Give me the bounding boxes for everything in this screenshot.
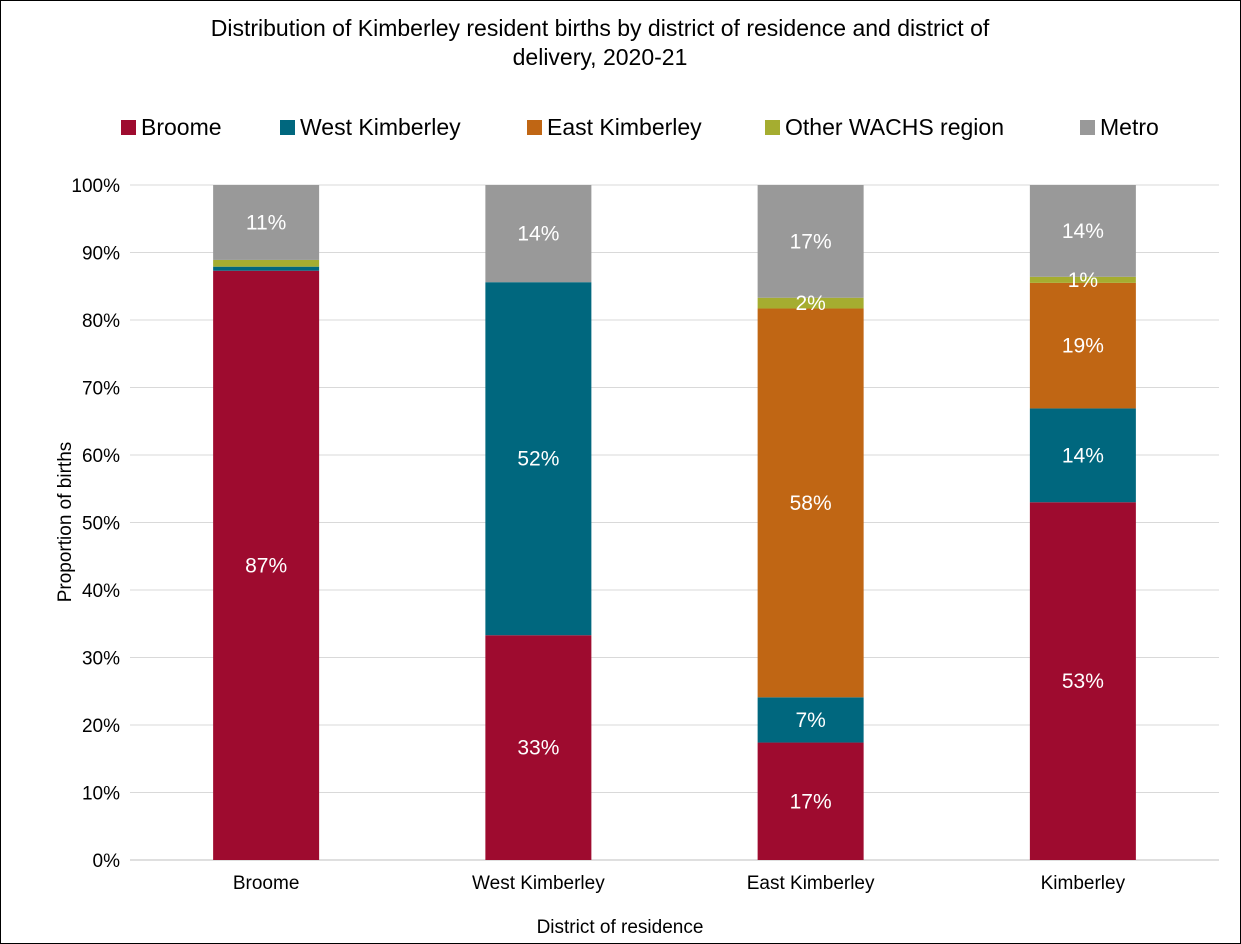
data-label: 33%: [517, 737, 559, 760]
data-label: 14%: [1062, 220, 1104, 243]
y-tick-label: 20%: [82, 716, 120, 737]
data-label: 1%: [1068, 269, 1098, 292]
chart-title-line-2: delivery, 2020-21: [512, 44, 688, 70]
bar-segment: [485, 282, 592, 636]
data-label: 19%: [1062, 335, 1104, 358]
x-axis-title: District of residence: [537, 917, 704, 938]
bar-segment: [213, 266, 320, 271]
legend-label-broome: Broome: [141, 114, 222, 140]
bar-segment: [1029, 502, 1136, 860]
bar-segment: [1029, 282, 1136, 409]
y-tick-label: 40%: [82, 581, 120, 602]
y-axis-ticks: 0% 10% 20% 30% 40% 50% 60% 70% 80% 90% 100%: [71, 176, 120, 872]
legend-item-other-wachs-region: Other WACHS region: [765, 114, 1004, 141]
legend-label-east-kimberley: East Kimberley: [547, 114, 702, 140]
x-tick-label: East Kimberley: [747, 873, 875, 894]
x-tick-label: Broome: [233, 873, 300, 894]
data-label: 53%: [1062, 670, 1104, 693]
data-label: 17%: [790, 230, 832, 253]
data-label: 14%: [1062, 444, 1104, 467]
bar-segment: [1029, 276, 1136, 283]
data-label: 7%: [795, 709, 825, 732]
bar-segment: [757, 297, 864, 309]
data-label: 11%: [246, 211, 286, 234]
chart-title-line-1: Distribution of Kimberley resident birth…: [210, 15, 990, 41]
bar-segment: [213, 185, 320, 260]
bar-segment: [485, 185, 592, 283]
legend-label-other-wachs-region: Other WACHS region: [785, 114, 1004, 140]
y-axis-title: Proportion of births: [55, 442, 76, 603]
legend-swatch-broome: [121, 120, 136, 135]
y-tick-label: 30%: [82, 649, 120, 670]
legend-label-west-kimberley: West Kimberley: [300, 114, 461, 140]
bar-segment: [213, 259, 320, 267]
x-tick-label: Kimberley: [1041, 873, 1126, 894]
chart-title: Distribution of Kimberley resident birth…: [100, 14, 1100, 72]
legend-label-metro: Metro: [1100, 114, 1159, 140]
data-label: 14%: [517, 223, 559, 246]
legend: Broome West Kimberley East Kimberley Oth…: [0, 114, 1241, 144]
legend-item-west-kimberley: West Kimberley: [280, 114, 461, 141]
legend-swatch-east-kimberley: [527, 120, 542, 135]
y-tick-label: 0%: [93, 851, 121, 872]
legend-item-broome: Broome: [121, 114, 222, 141]
y-tick-label: 10%: [82, 784, 120, 805]
y-tick-label: 60%: [82, 446, 120, 467]
data-label: 2%: [795, 292, 825, 315]
data-label: 17%: [790, 790, 832, 813]
data-label: 58%: [790, 492, 832, 515]
legend-swatch-other-wachs-region: [765, 120, 780, 135]
bar-segment: [757, 185, 864, 298]
y-tick-label: 50%: [82, 514, 120, 535]
bar-segment: [757, 742, 864, 860]
bar-labels: 87% 11% 33% 52% 14% 17% 7% 58% 2% 17% 53% 14% 19% 1% 1…: [245, 211, 1104, 813]
x-axis-ticks: Broome West Kimberley East Kimberley Kimber…: [233, 873, 1126, 894]
bar-segment: [1029, 185, 1136, 277]
bar-segment: [1029, 408, 1136, 503]
bars: [213, 185, 1136, 861]
bar-segment: [757, 308, 864, 698]
y-tick-label: 70%: [82, 379, 120, 400]
y-tick-label: 90%: [82, 244, 120, 265]
legend-item-east-kimberley: East Kimberley: [527, 114, 702, 141]
x-tick-label: West Kimberley: [472, 873, 605, 894]
bar-segment: [213, 270, 320, 861]
legend-item-metro: Metro: [1080, 114, 1159, 141]
bar-segment: [757, 697, 864, 743]
legend-swatch-metro: [1080, 120, 1095, 135]
bar-segment: [485, 635, 592, 860]
y-tick-label: 100%: [71, 176, 120, 197]
data-label: 52%: [517, 448, 559, 471]
legend-swatch-west-kimberley: [280, 120, 295, 135]
y-tick-label: 80%: [82, 311, 120, 332]
data-label: 87%: [245, 554, 287, 577]
